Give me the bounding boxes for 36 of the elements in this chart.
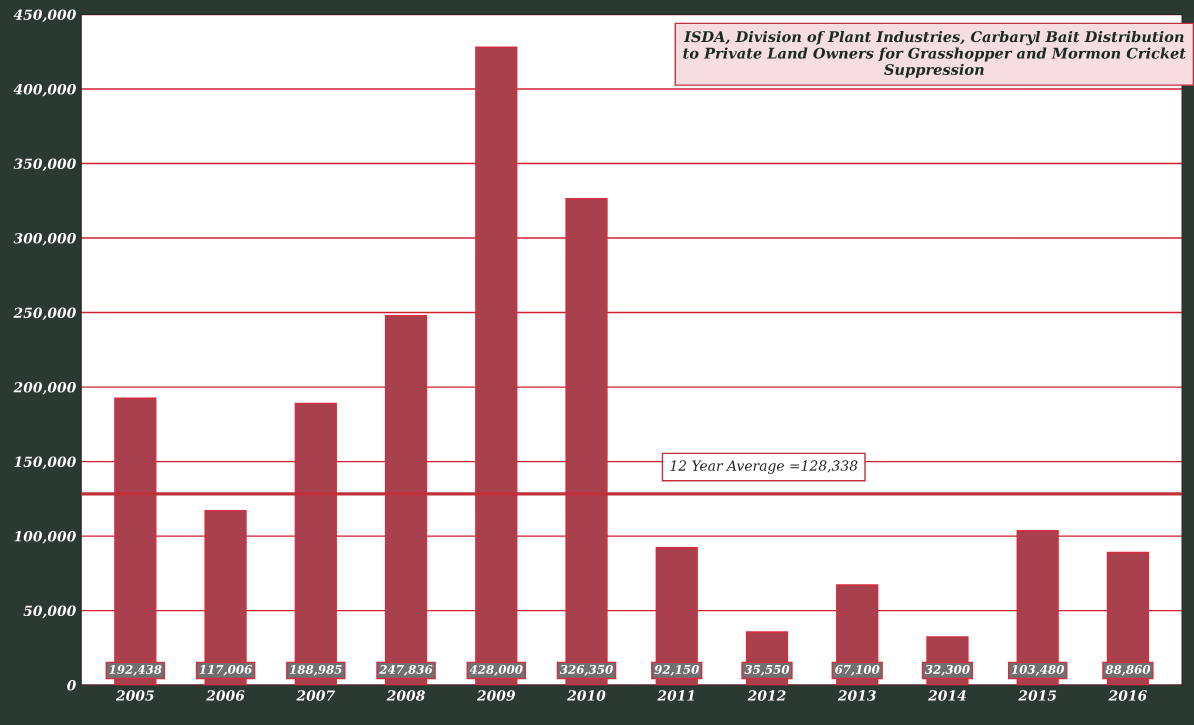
data-label: 92,150	[654, 664, 699, 676]
x-tick-label: 2009	[476, 690, 515, 701]
data-label: 117,006	[199, 664, 252, 676]
y-tick-label: 100,000	[14, 531, 76, 544]
y-tick-label: 400,000	[13, 83, 76, 97]
data-label: 35,550	[744, 664, 790, 676]
data-label: 67,100	[835, 664, 880, 676]
y-tick-label: 150,000	[14, 456, 76, 470]
x-tick-label: 2005	[115, 690, 154, 701]
text: ISDA, Division of Plant Industries, Carbaryl Bait Distribution to Private Land Owners for Grasshopper and Mormon Cricket Suppression	[683, 30, 1186, 78]
x-tick-label: 2010	[567, 690, 606, 701]
y-tick-label: 300,000	[13, 233, 76, 246]
x-tick-label: 2016	[1108, 690, 1147, 701]
data-label: 247,836	[379, 664, 433, 676]
data-label: 192,438	[109, 664, 162, 676]
x-tick-label: 2008	[386, 690, 425, 701]
x-tick-label: 2006	[206, 690, 245, 701]
x-tick-label: 2014	[928, 690, 966, 701]
data-label: 188,985	[289, 664, 342, 676]
y-tick-label: 450,000	[13, 9, 76, 23]
ref-line-label: 12 Year Average =128,338	[670, 460, 858, 474]
x-tick-label: 2012	[747, 690, 786, 701]
y-tick-label: 350,000	[13, 158, 76, 172]
y-tick-label: 200,000	[13, 382, 76, 395]
data-label: 88,860	[1105, 664, 1151, 676]
data-label: 428,000	[469, 664, 523, 676]
x-tick-label: 2013	[837, 690, 876, 701]
data-label: 103,480	[1011, 664, 1064, 676]
y-tick-label: 50,000	[23, 605, 76, 619]
x-tick-label: 2011	[657, 690, 694, 701]
y-tick-label: 250,000	[13, 307, 76, 321]
x-tick-label: 2015	[1018, 690, 1057, 701]
y-tick-label: 0	[67, 680, 76, 691]
data-label: 326,350	[559, 664, 613, 676]
data-label: 32,300	[924, 664, 970, 676]
x-tick-label: 2007	[296, 690, 335, 701]
